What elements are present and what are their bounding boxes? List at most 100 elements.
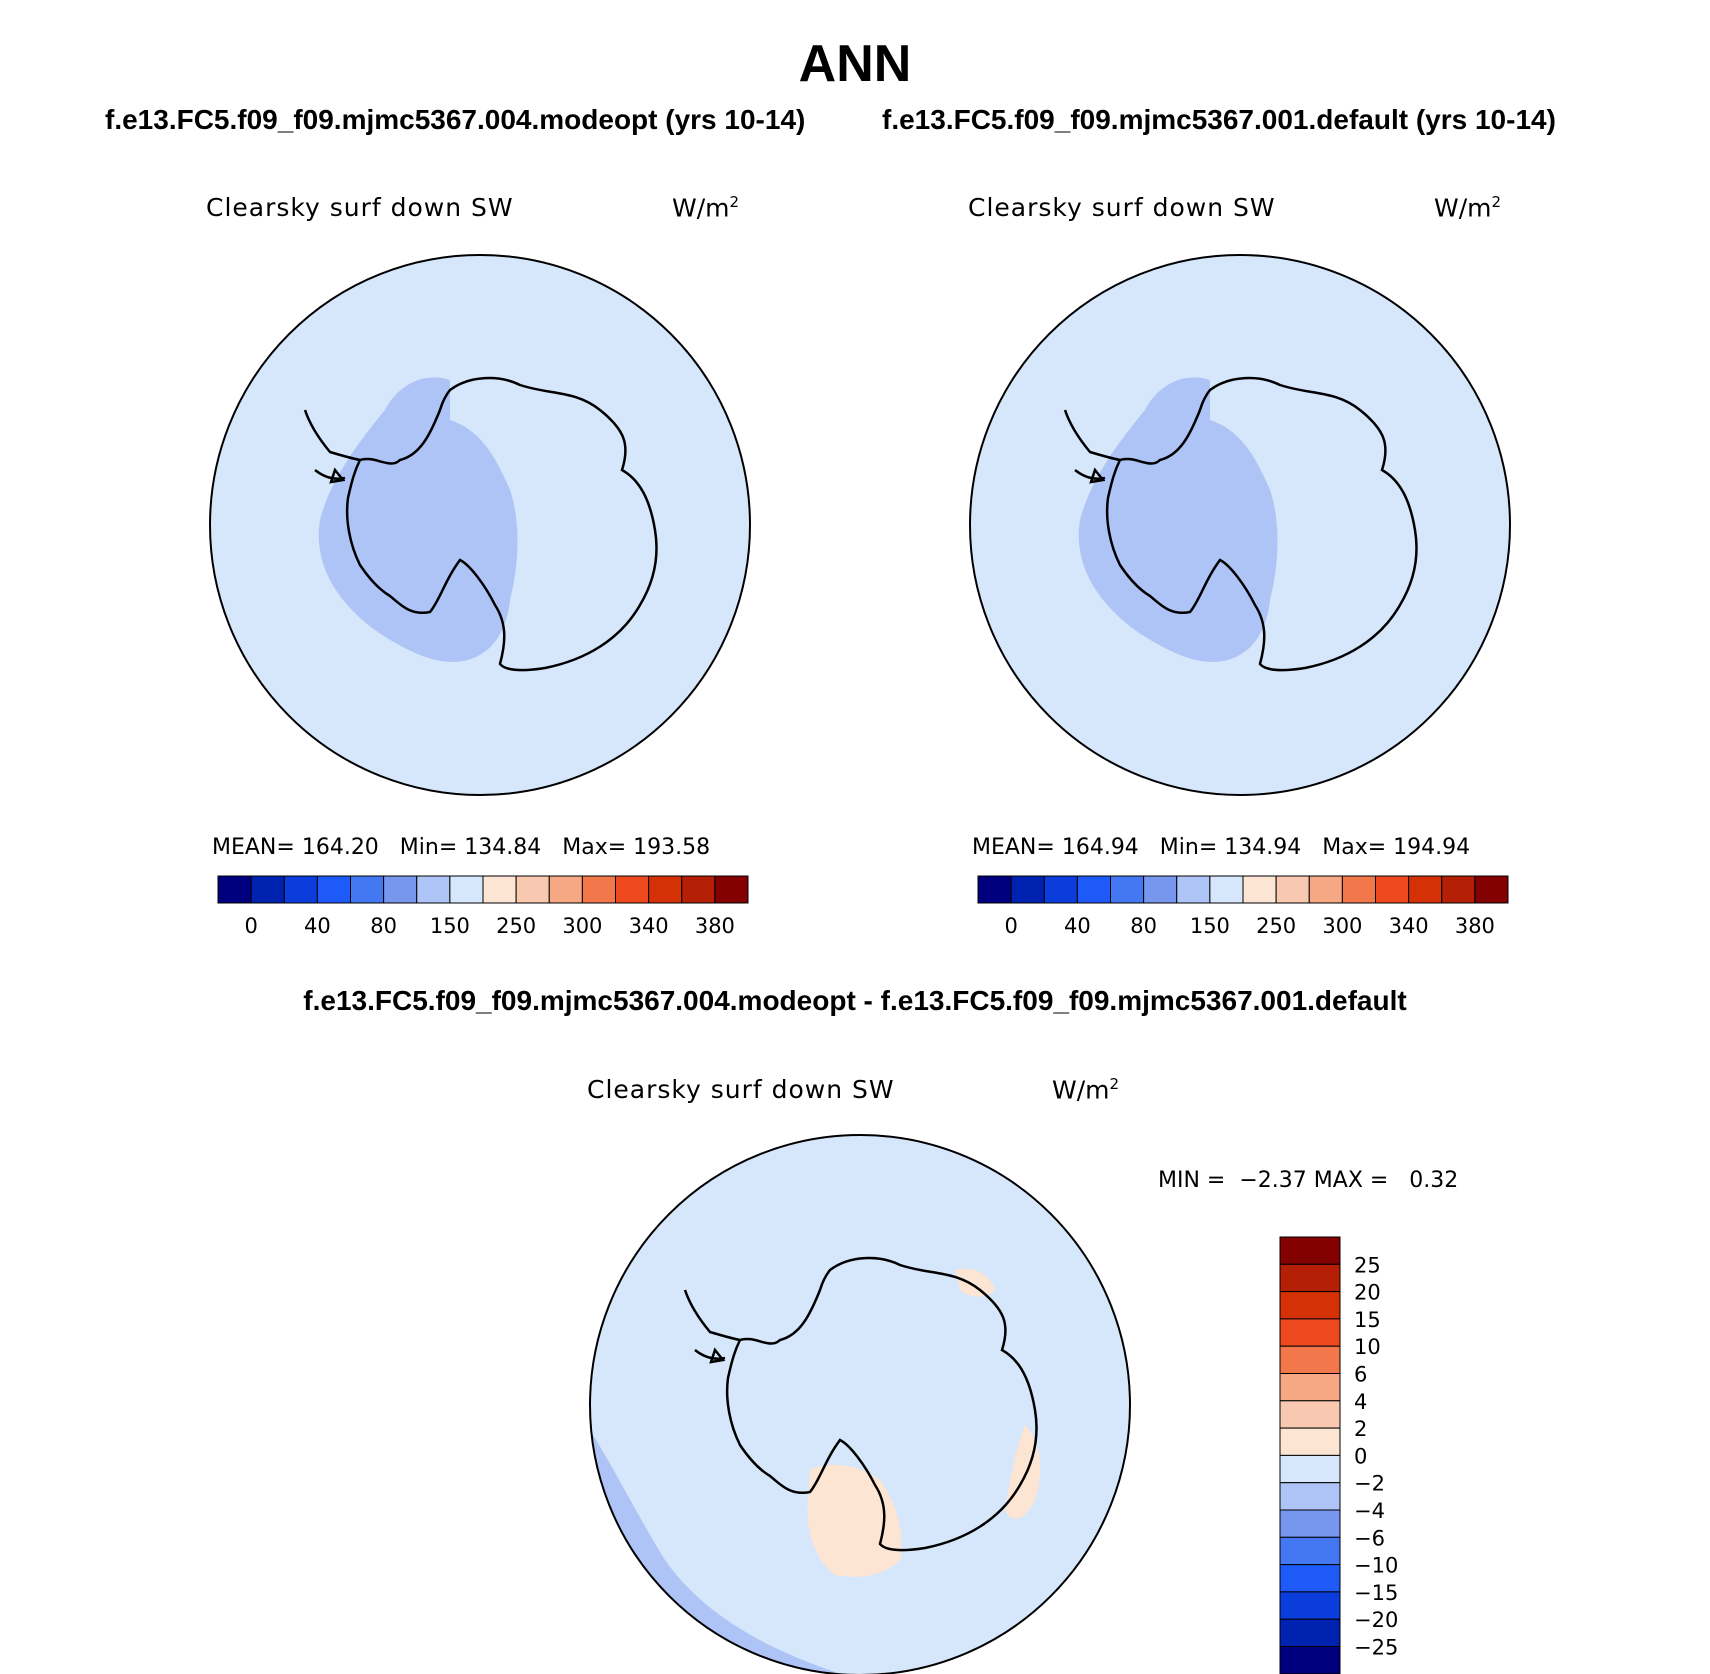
- colorbar-swatch: [1043, 875, 1078, 904]
- colorbar-swatch: [1275, 875, 1310, 904]
- panel1-stats: MEAN= 164.20 Min= 134.84 Max= 193.58: [212, 835, 711, 860]
- colorbar-swatch: [1375, 875, 1410, 904]
- colorbar-tick-label: −2: [1354, 1472, 1385, 1496]
- map-panel-2: [970, 255, 1510, 795]
- colorbar-swatch: [581, 875, 616, 904]
- colorbar-swatch: [1209, 875, 1244, 904]
- diff-min-value: −2.37: [1239, 1168, 1307, 1193]
- colorbar-tick-label: 150: [1190, 914, 1230, 938]
- panel2-units: W/m2: [1434, 193, 1502, 223]
- panel2-stats: MEAN= 164.94 Min= 134.94 Max= 194.94: [972, 835, 1471, 860]
- colorbar-swatch: [1279, 1454, 1341, 1484]
- colorbar-swatch: [1279, 1291, 1341, 1320]
- colorbar-tick-label: −4: [1354, 1499, 1385, 1523]
- colorbar-swatch: [1242, 875, 1277, 904]
- colorbar-swatch: [977, 875, 1012, 904]
- colorbar-swatch: [1279, 1318, 1341, 1347]
- map-panel-2-outline: [969, 254, 1511, 796]
- colorbar-tick-label: 80: [370, 914, 397, 938]
- colorbar-tick-label: 0: [244, 914, 257, 938]
- colorbar-swatch: [283, 875, 318, 904]
- colorbar-swatch: [1279, 1646, 1341, 1674]
- colorbar-tick-label: −6: [1354, 1526, 1385, 1550]
- colorbar-tick-label: 250: [1256, 914, 1296, 938]
- diff-units: W/m2: [1052, 1075, 1120, 1105]
- colorbar-swatch: [615, 875, 650, 904]
- colorbar-tick-label: 0: [1004, 914, 1017, 938]
- map-panel-1-coast: [303, 376, 658, 672]
- colorbar-tick-label: 6: [1354, 1363, 1367, 1387]
- map-panel-diff: [590, 1135, 1130, 1674]
- colorbar-swatch: [648, 875, 683, 904]
- map-panel-diff-outline: [589, 1134, 1131, 1674]
- colorbar-tick-label: −25: [1354, 1636, 1398, 1660]
- positive-contour: [807, 1464, 902, 1577]
- subtitle-left: f.e13.FC5.f09_f09.mjmc5367.004.modeopt (…: [105, 104, 806, 135]
- colorbar-swatch: [1341, 875, 1376, 904]
- colorbar-swatch: [1441, 875, 1476, 904]
- antarctica-coastline: [345, 376, 658, 672]
- colorbar-tick-label: 340: [1389, 914, 1429, 938]
- colorbar-tick-label: 340: [629, 914, 669, 938]
- colorbar-tick-label: 25: [1354, 1253, 1381, 1277]
- page-title: ANN: [798, 35, 912, 93]
- colorbar-swatch: [1308, 875, 1343, 904]
- colorbar-swatch: [1279, 1400, 1341, 1429]
- colorbar-swatch: [1279, 1536, 1341, 1566]
- panel2-variable-label: Clearsky surf down SW: [968, 193, 1276, 222]
- peninsula-coastline: [1063, 409, 1121, 484]
- colorbar-panel-2: 0 40 80 150 250 300 340 380: [977, 875, 1509, 938]
- colorbar-panel-1: 0 40 80 150 250 300 340 380: [217, 875, 749, 938]
- colorbar-tick-label: 150: [430, 914, 470, 938]
- colorbar-swatch: [1279, 1236, 1341, 1265]
- diff-variable-label: Clearsky surf down SW: [587, 1075, 895, 1104]
- colorbar-tick-label: −20: [1354, 1608, 1398, 1632]
- colorbar-tick-label: 380: [695, 914, 735, 938]
- colorbar-swatch: [383, 875, 418, 904]
- colorbar-tick-label: 0: [1354, 1444, 1367, 1468]
- colorbar-tick-label: 4: [1354, 1390, 1367, 1414]
- colorbar-tick-label: 300: [1322, 914, 1362, 938]
- colorbar-swatch: [1279, 1427, 1341, 1456]
- colorbar-swatch: [1143, 875, 1178, 904]
- colorbar-swatch: [548, 875, 583, 904]
- map-panel-2-coast: [1063, 376, 1418, 672]
- colorbar-swatch: [1279, 1509, 1341, 1538]
- colorbar-swatch: [1279, 1373, 1341, 1402]
- antarctica-coastline: [1105, 376, 1418, 672]
- colorbar-swatch: [1279, 1591, 1341, 1620]
- peninsula-coastline: [683, 1289, 741, 1364]
- colorbar-tick-label: 40: [304, 914, 331, 938]
- colorbar-tick-label: 80: [1130, 914, 1157, 938]
- peninsula-coastline: [303, 409, 361, 484]
- colorbar-swatch: [416, 875, 451, 904]
- colorbar-swatch: [1279, 1564, 1341, 1593]
- panel1-variable-label: Clearsky surf down SW: [206, 193, 514, 222]
- colorbar-swatch: [482, 875, 517, 904]
- colorbar-swatch: [1279, 1482, 1341, 1511]
- colorbar-swatch: [350, 875, 385, 904]
- colorbar-swatch: [1010, 875, 1045, 904]
- colorbar-tick-label: 250: [496, 914, 536, 938]
- colorbar-tick-label: −15: [1354, 1581, 1398, 1605]
- colorbar-swatch: [1474, 875, 1509, 904]
- colorbar-swatch: [217, 875, 252, 904]
- colorbar-swatch: [1279, 1263, 1341, 1293]
- colorbar-swatch: [1279, 1618, 1341, 1647]
- interior-contour: [318, 377, 518, 662]
- colorbar-tick-label: 10: [1354, 1335, 1381, 1359]
- colorbar-swatch: [250, 875, 285, 904]
- colorbar-swatch: [1408, 875, 1443, 904]
- panel1-units: W/m2: [672, 193, 740, 223]
- map-panel-1: [210, 255, 750, 795]
- colorbar-tick-label: 40: [1064, 914, 1091, 938]
- ocean-field: [590, 1135, 1130, 1674]
- colorbar-swatch: [1076, 875, 1111, 904]
- colorbar-swatch: [714, 875, 749, 904]
- colorbar-swatch: [1279, 1345, 1341, 1374]
- subtitle-right: f.e13.FC5.f09_f09.mjmc5367.001.default (…: [882, 104, 1556, 135]
- diff-title: f.e13.FC5.f09_f09.mjmc5367.004.modeopt -…: [303, 985, 1407, 1016]
- colorbar-swatch: [1110, 875, 1145, 904]
